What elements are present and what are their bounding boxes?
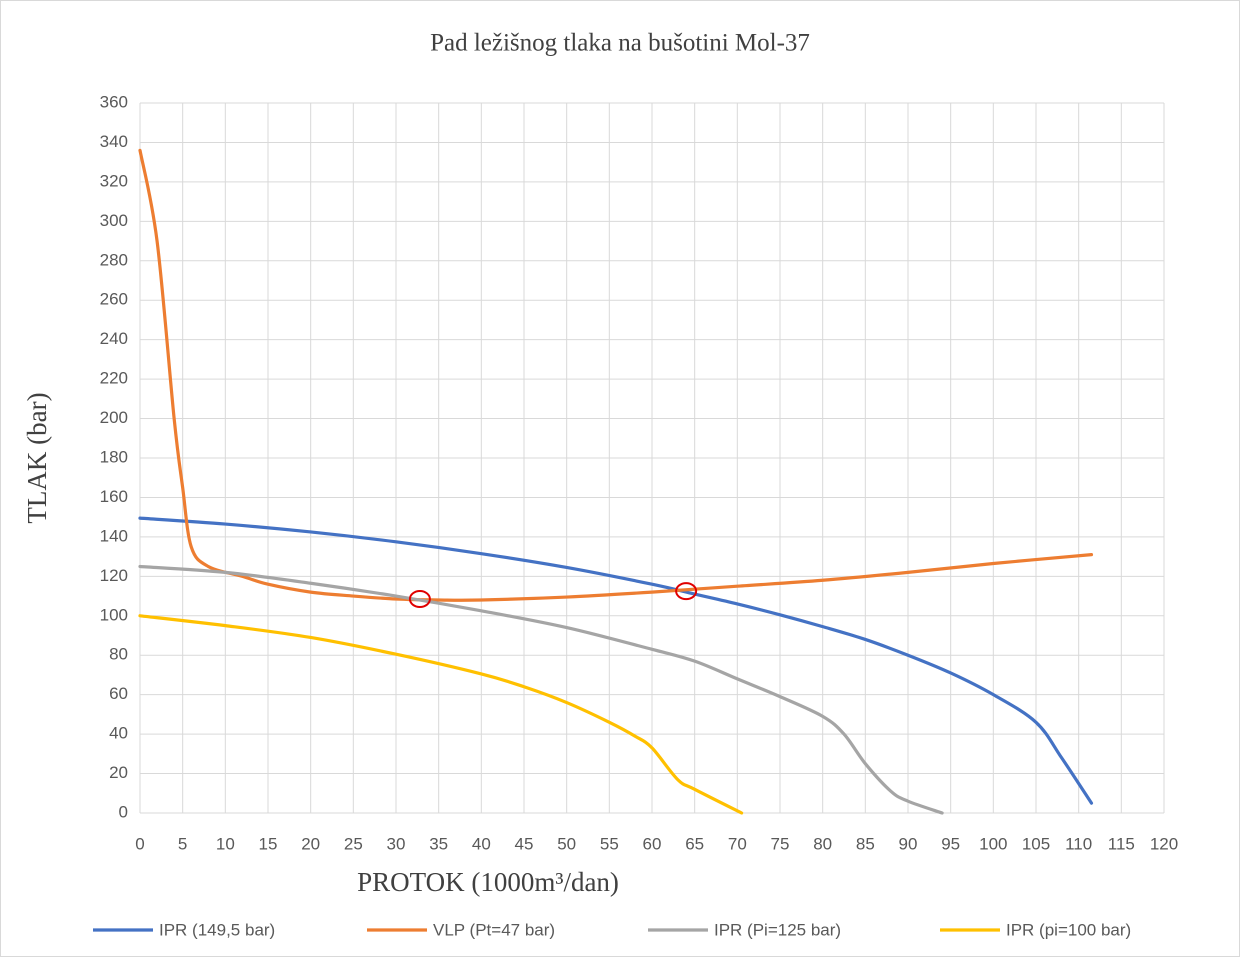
series-line [138, 148, 1094, 602]
x-tick-label: 35 [429, 834, 448, 853]
x-tick-label: 0 [135, 834, 144, 853]
highlight-circle [675, 582, 698, 601]
y-tick-label: 40 [109, 724, 128, 743]
y-tick-label: 160 [100, 487, 128, 506]
x-tick-label: 55 [600, 834, 619, 853]
legend-label: IPR (pi=100 bar) [1006, 920, 1131, 939]
x-tick-label: 120 [1150, 834, 1178, 853]
x-tick-label: 45 [515, 834, 534, 853]
x-tick-label: 65 [685, 834, 704, 853]
y-tick-label: 80 [109, 645, 128, 664]
y-tick-label: 240 [100, 329, 128, 348]
y-tick-label: 220 [100, 369, 128, 388]
x-tick-label: 80 [813, 834, 832, 853]
x-tick-label: 70 [728, 834, 747, 853]
y-tick-label: 280 [100, 250, 128, 269]
y-tick-label: 360 [100, 92, 128, 111]
y-tick-label: 320 [100, 171, 128, 190]
y-tick-label: 0 [119, 802, 128, 821]
x-tick-label: 90 [899, 834, 918, 853]
y-tick-label: 180 [100, 447, 128, 466]
legend-label: VLP (Pt=47 bar) [433, 920, 555, 939]
x-tick-label: 85 [856, 834, 875, 853]
series-line [138, 614, 744, 815]
x-tick-label: 15 [259, 834, 278, 853]
x-tick-label: 100 [979, 834, 1007, 853]
legend-label: IPR (149,5 bar) [159, 920, 275, 939]
x-tick-label: 10 [216, 834, 235, 853]
x-tick-label: 20 [301, 834, 320, 853]
x-tick-label: 110 [1065, 834, 1092, 853]
y-tick-label: 140 [100, 526, 128, 545]
x-tick-label: 50 [557, 834, 576, 853]
series-line [138, 516, 1094, 805]
x-tick-label: 5 [178, 834, 187, 853]
y-axis-label: TLAK (bar) [22, 392, 52, 523]
y-tick-label: 100 [100, 605, 128, 624]
highlight-circle [408, 590, 431, 609]
x-tick-label: 115 [1108, 834, 1135, 853]
x-tick-label: 25 [344, 834, 363, 853]
x-tick-label: 60 [643, 834, 662, 853]
y-tick-label: 200 [100, 408, 128, 427]
y-tick-label: 300 [100, 211, 128, 230]
x-tick-label: 95 [941, 834, 960, 853]
x-tick-label: 105 [1022, 834, 1050, 853]
x-tick-label: 75 [771, 834, 790, 853]
chart-title: Pad ležišnog tlaka na bušotini Mol-37 [430, 30, 810, 57]
x-axis-label: PROTOK (1000m³/dan) [357, 867, 619, 897]
x-tick-label: 40 [472, 834, 491, 853]
y-tick-label: 20 [109, 763, 128, 782]
y-tick-label: 260 [100, 290, 128, 309]
y-tick-label: 60 [109, 684, 128, 703]
series-line [138, 564, 944, 815]
legend-label: IPR (Pi=125 bar) [714, 920, 841, 939]
y-tick-label: 120 [100, 566, 128, 585]
x-tick-label: 30 [387, 834, 406, 853]
y-tick-label: 340 [100, 132, 128, 151]
